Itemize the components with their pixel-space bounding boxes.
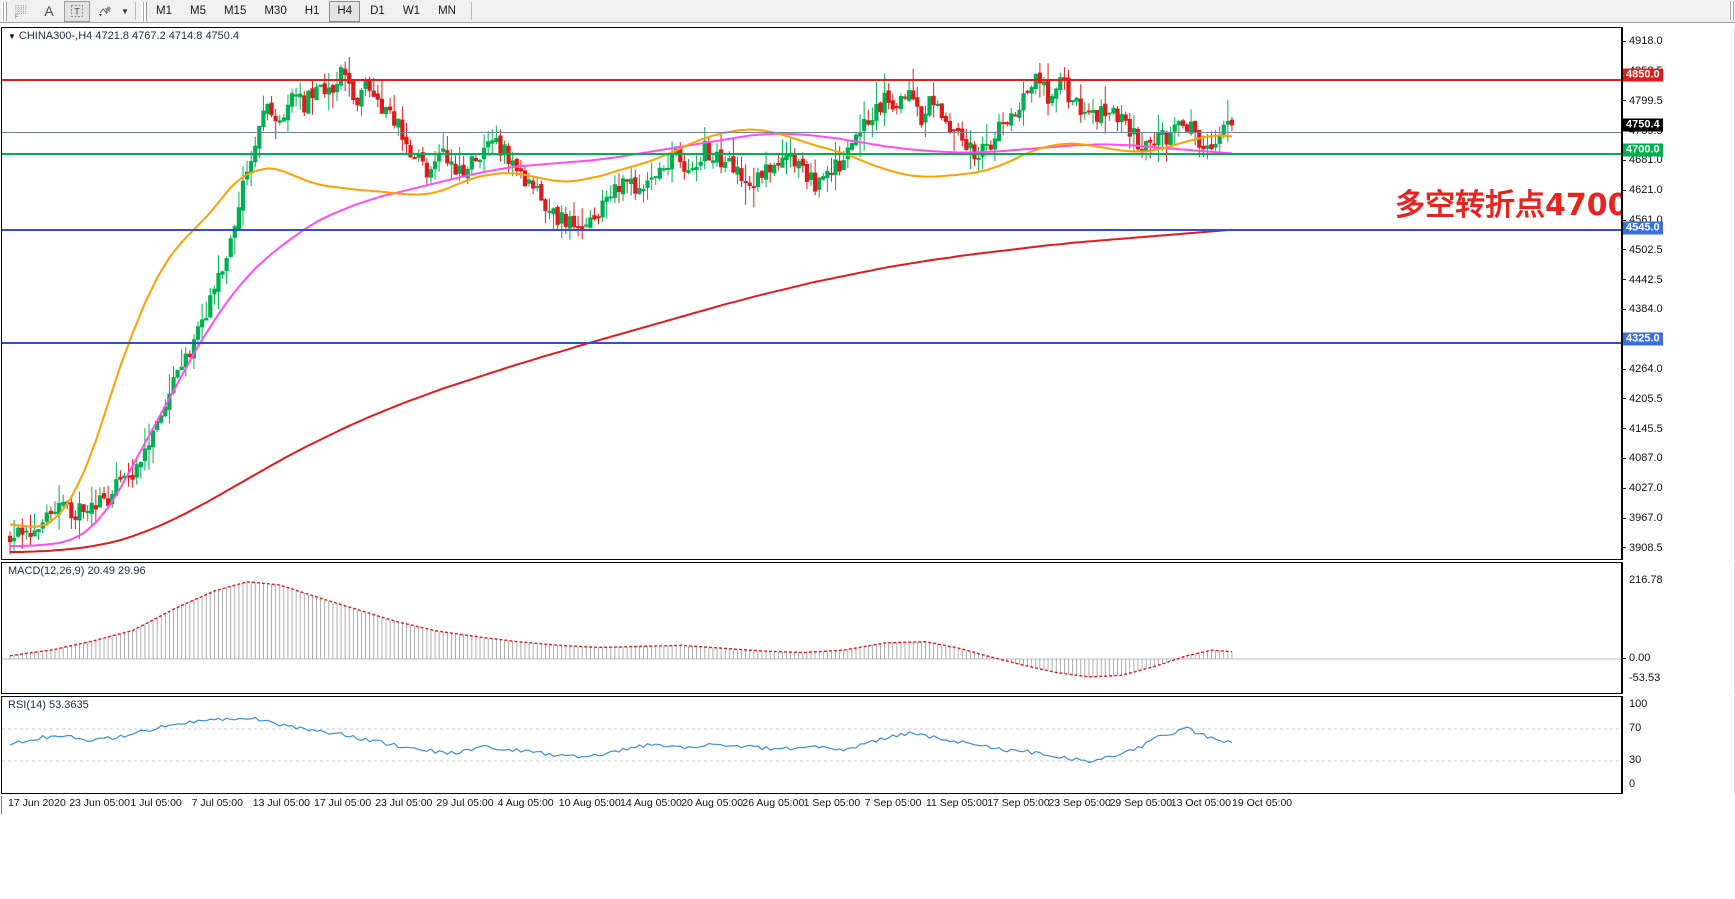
time-label-13: 1 Sep 05:00 <box>803 797 861 809</box>
price-tick-4384-0: 4384.0 <box>1622 303 1663 315</box>
level-line-4850 <box>2 79 1621 81</box>
price-tick-4681-0: 4681.0 <box>1622 154 1663 166</box>
timeframe-button-mn[interactable]: MN <box>438 5 456 17</box>
macd-pane-header: MACD(12,26,9) 20.49 29.96 <box>6 565 148 577</box>
time-label-10: 14 Aug 05:00 <box>620 797 682 809</box>
time-label-19: 13 Oct 05:00 <box>1170 797 1231 809</box>
text-box-icon[interactable]: T <box>64 0 90 22</box>
time-label-15: 11 Sep 05:00 <box>926 797 988 809</box>
level-line-4750 <box>2 132 1621 133</box>
level-line-4700 <box>2 153 1621 155</box>
time-label-11: 20 Aug 05:00 <box>681 797 744 809</box>
price-tick-4205-5: 4205.5 <box>1622 393 1663 405</box>
macd-plot <box>2 581 1621 678</box>
price-pane-header: ▼ CHINA300-,H4 4721.8 4767.2 4714.8 4750.… <box>6 30 242 42</box>
price-tick-4145-5: 4145.5 <box>1622 423 1663 435</box>
time-label-1: 23 Jun 05:00 <box>69 797 130 809</box>
time-label-7: 29 Jul 05:00 <box>436 797 494 809</box>
price-axis-line <box>1622 27 1623 560</box>
time-label-3: 7 Jul 05:00 <box>191 797 243 809</box>
timeframe-button-h4[interactable]: H4 <box>329 0 361 22</box>
main-toolbar: F A T ▼ M1 M5 M15 M30 H1 H4 D1 W1 MN <box>0 0 1735 23</box>
support-level-badge[interactable]: 4545.0 <box>1623 221 1663 235</box>
price-pane[interactable]: ▼ CHINA300-,H4 4721.8 4767.2 4714.8 4750.… <box>1 27 1622 560</box>
rsi-tick-70: 70 <box>1629 722 1642 735</box>
toolbar-end-grip[interactable] <box>1729 1 1734 20</box>
macd-tick-_53_53: -53.53 <box>1629 672 1661 685</box>
timeframe-button-m5[interactable]: M5 <box>189 5 206 17</box>
time-axis[interactable]: 17 Jun 2020 23 Jun 05:00 1 Jul 05:00 7 Jul … <box>1 796 1622 814</box>
toolbar-separator <box>135 2 136 20</box>
level-line-4545 <box>2 229 1621 231</box>
macd-axis[interactable]: 216.78 0.00 -53.53 <box>1622 562 1735 694</box>
chart-area: ▼ CHINA300-,H4 4721.8 4767.2 4714.8 4750.… <box>0 24 1735 899</box>
price-tick-4027-0: 4027.0 <box>1622 482 1663 494</box>
text-label-icon[interactable]: A <box>44 3 54 19</box>
macd-axis-line <box>1622 562 1623 694</box>
rsi-axis[interactable]: 100 70 30 0 <box>1622 696 1735 794</box>
time-label-16: 17 Sep 05:00 <box>987 797 1050 809</box>
time-label-9: 10 Aug 05:00 <box>558 797 621 809</box>
price-tick-4918-0: 4918.0 <box>1622 35 1663 47</box>
time-label-4: 13 Jul 05:00 <box>252 797 311 809</box>
price-tick-4442-5: 4442.5 <box>1622 274 1663 286</box>
timeframe-button-d1[interactable]: D1 <box>370 5 385 17</box>
time-label-14: 7 Sep 05:00 <box>864 797 922 809</box>
macd-tick-216_78: 216.78 <box>1629 574 1663 587</box>
price-tick-4502-5: 4502.5 <box>1622 244 1663 256</box>
timeframe-button-m1[interactable]: M1 <box>156 5 172 17</box>
price-tick-4621-0: 4621.0 <box>1622 184 1663 196</box>
support2-level-badge[interactable]: 4325.0 <box>1623 332 1663 346</box>
macd-pane[interactable]: MACD(12,26,9) 20.49 29.96 <box>1 562 1622 694</box>
time-label-6: 23 Jul 05:00 <box>375 797 433 809</box>
time-label-2: 1 Jul 05:00 <box>130 797 182 809</box>
time-label-8: 4 Aug 05:00 <box>497 797 554 809</box>
time-label-20: 19 Oct 05:00 <box>1232 797 1293 809</box>
rsi-axis-line <box>1622 696 1623 794</box>
time-label-17: 23 Sep 05:00 <box>1048 797 1111 809</box>
price-axis[interactable]: 4918.04858.54799.54739.54681.04621.04561… <box>1622 27 1735 560</box>
rsi-pane-header: RSI(14) 53.3635 <box>6 699 91 711</box>
price-tick-4799-5: 4799.5 <box>1622 94 1663 107</box>
toolbar-grip[interactable] <box>1 1 7 21</box>
crosshair-icon[interactable]: F <box>8 1 34 22</box>
rsi-tick-30: 30 <box>1629 754 1642 767</box>
svg-text:T: T <box>74 7 80 17</box>
timeframe-button-m30[interactable]: M30 <box>264 5 287 17</box>
timeframe-button-w1[interactable]: W1 <box>402 5 421 17</box>
price-tick-4087-0: 4087.0 <box>1622 452 1663 464</box>
price-plot <box>7 57 1235 555</box>
timeframe-grip[interactable] <box>141 1 147 21</box>
rsi-tick-100: 100 <box>1629 698 1648 711</box>
resistance-level-badge[interactable]: 4850.0 <box>1623 68 1663 82</box>
svg-text:F: F <box>15 14 19 19</box>
level-line-4325 <box>2 342 1621 344</box>
rsi-tick-0: 0 <box>1629 778 1636 791</box>
symbol-header-text: CHINA300-,H4 4721.8 4767.2 4714.8 4750.4 <box>18 30 240 42</box>
objects-icon[interactable] <box>92 1 118 22</box>
timeframe-button-m15[interactable]: M15 <box>223 5 247 17</box>
rsi-pane[interactable]: RSI(14) 53.3635 <box>1 696 1622 794</box>
time-label-5: 17 Jul 05:00 <box>314 797 372 809</box>
collapse-triangle-icon[interactable]: ▼ <box>8 32 16 41</box>
time-label-18: 29 Sep 05:00 <box>1109 797 1173 809</box>
timeframe-button-h1[interactable]: H1 <box>304 5 320 17</box>
pivot-level-badge[interactable]: 4700.0 <box>1623 143 1663 157</box>
price-tick-4264-0: 4264.0 <box>1622 363 1663 375</box>
rsi-plot <box>2 716 1621 764</box>
last-price-badge[interactable]: 4750.4 <box>1623 118 1663 132</box>
time-label-12: 26 Aug 05:00 <box>742 797 805 809</box>
toolbar-separator-2 <box>470 2 472 20</box>
chart-annotation-text: 多空转折点4700 <box>1395 188 1622 223</box>
time-label-0: 17 Jun 2020 <box>8 797 66 809</box>
price-tick-3908-5: 3908.5 <box>1622 542 1663 554</box>
objects-dropdown-arrow-icon[interactable]: ▼ <box>121 6 129 16</box>
macd-tick-0_00: 0.00 <box>1622 652 1650 664</box>
price-tick-3967-0: 3967.0 <box>1622 512 1663 524</box>
